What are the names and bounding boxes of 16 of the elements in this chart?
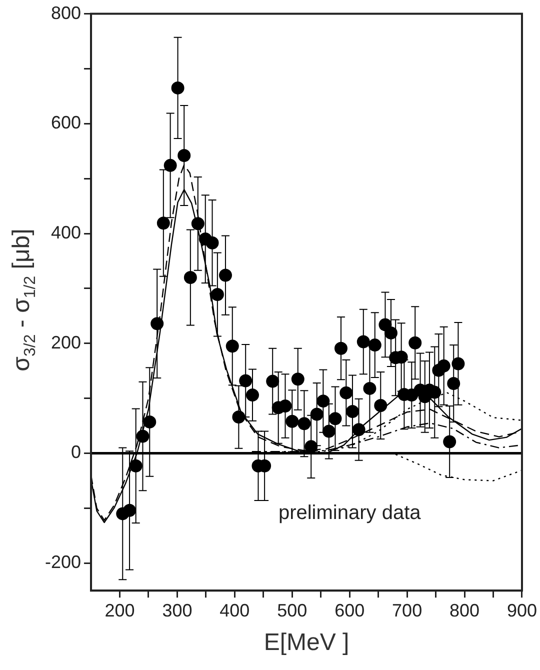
x-tick-label: 600 bbox=[334, 600, 365, 620]
y-tick-label: 200 bbox=[50, 332, 82, 352]
x-tick-label: 500 bbox=[277, 600, 308, 620]
x-tick-label: 800 bbox=[450, 600, 480, 620]
annotation: preliminary data bbox=[278, 502, 422, 524]
y-tick-label: 600 bbox=[50, 112, 82, 133]
y-tick-label: 0 bbox=[71, 442, 82, 462]
x-tick-label: 200 bbox=[104, 600, 135, 620]
y-tick-label: -200 bbox=[44, 552, 82, 572]
x-tick-label: 400 bbox=[220, 600, 250, 620]
y-tick-label: 400 bbox=[50, 222, 82, 242]
x-axis-title: E[MeV ] bbox=[264, 629, 350, 656]
y-tick-label: 800 bbox=[50, 2, 82, 23]
x-tick-label: 700 bbox=[392, 600, 422, 620]
x-tick-label: 300 bbox=[162, 600, 192, 620]
x-tick-label: 900 bbox=[506, 600, 538, 620]
